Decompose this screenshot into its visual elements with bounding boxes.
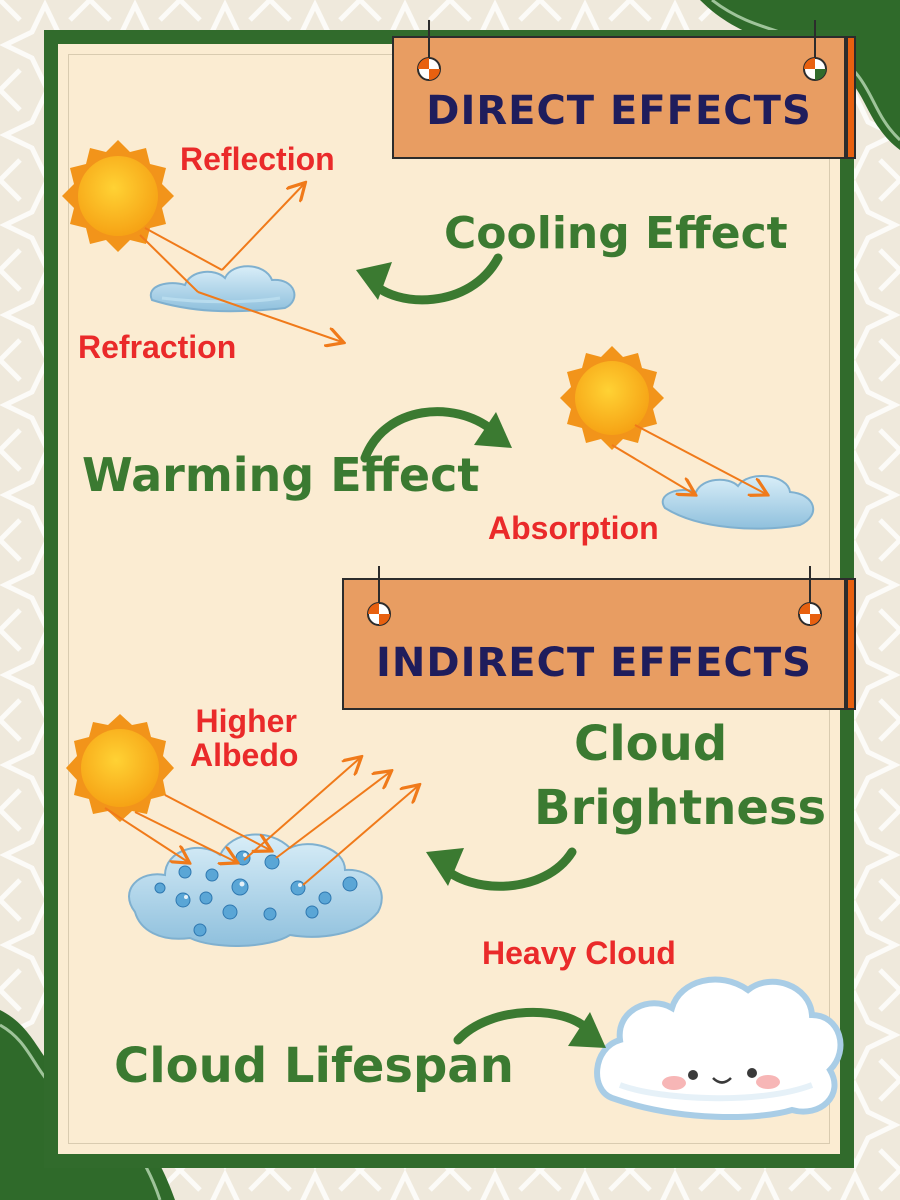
warming-effect-label: Warming Effect [82, 448, 480, 502]
cooling-arrow-icon [356, 253, 503, 305]
lifespan-arrow-icon [453, 1007, 606, 1048]
heavy-cloud-icon [594, 976, 844, 1121]
cooling-effect-label: Cooling Effect [444, 208, 788, 259]
sun-icon [66, 714, 174, 822]
brightness-arrow-icon [426, 847, 577, 891]
warming-arrow-icon [360, 407, 512, 463]
cloud-brightness-line1: Cloud [574, 716, 728, 772]
refraction-label: Refraction [78, 329, 237, 365]
reflection-rays [139, 184, 342, 342]
cloud-lifespan-label: Cloud Lifespan [114, 1038, 514, 1094]
cloud-brightness-line2: Brightness [534, 779, 827, 836]
banner-stripe [846, 36, 856, 159]
sun-icon [62, 140, 174, 252]
indirect-effects-banner: INDIRECT EFFECTS [342, 578, 856, 710]
higher-albedo-line1: Higher [195, 703, 297, 739]
albedo-rays [104, 758, 418, 886]
banner-stripe [846, 578, 856, 710]
reflection-label: Reflection [180, 141, 335, 177]
sun-icon [560, 346, 664, 450]
heavy-cloud-label: Heavy Cloud [482, 935, 676, 971]
indirect-effects-title: INDIRECT EFFECTS [376, 640, 812, 686]
ring-icon [367, 57, 827, 626]
direct-effects-title: DIRECT EFFECTS [426, 88, 812, 134]
absorption-rays [611, 424, 766, 494]
banner-hangers [378, 20, 816, 605]
cloud-brightness-label: Cloud Brightness [534, 716, 826, 837]
cloud-icon [661, 474, 815, 530]
higher-albedo-label: Higher Albedo [190, 703, 298, 772]
direct-effects-banner: DIRECT EFFECTS [392, 36, 856, 159]
cloud-icon [149, 265, 296, 313]
absorption-label: Absorption [488, 510, 659, 546]
higher-albedo-line2: Albedo [190, 736, 299, 773]
